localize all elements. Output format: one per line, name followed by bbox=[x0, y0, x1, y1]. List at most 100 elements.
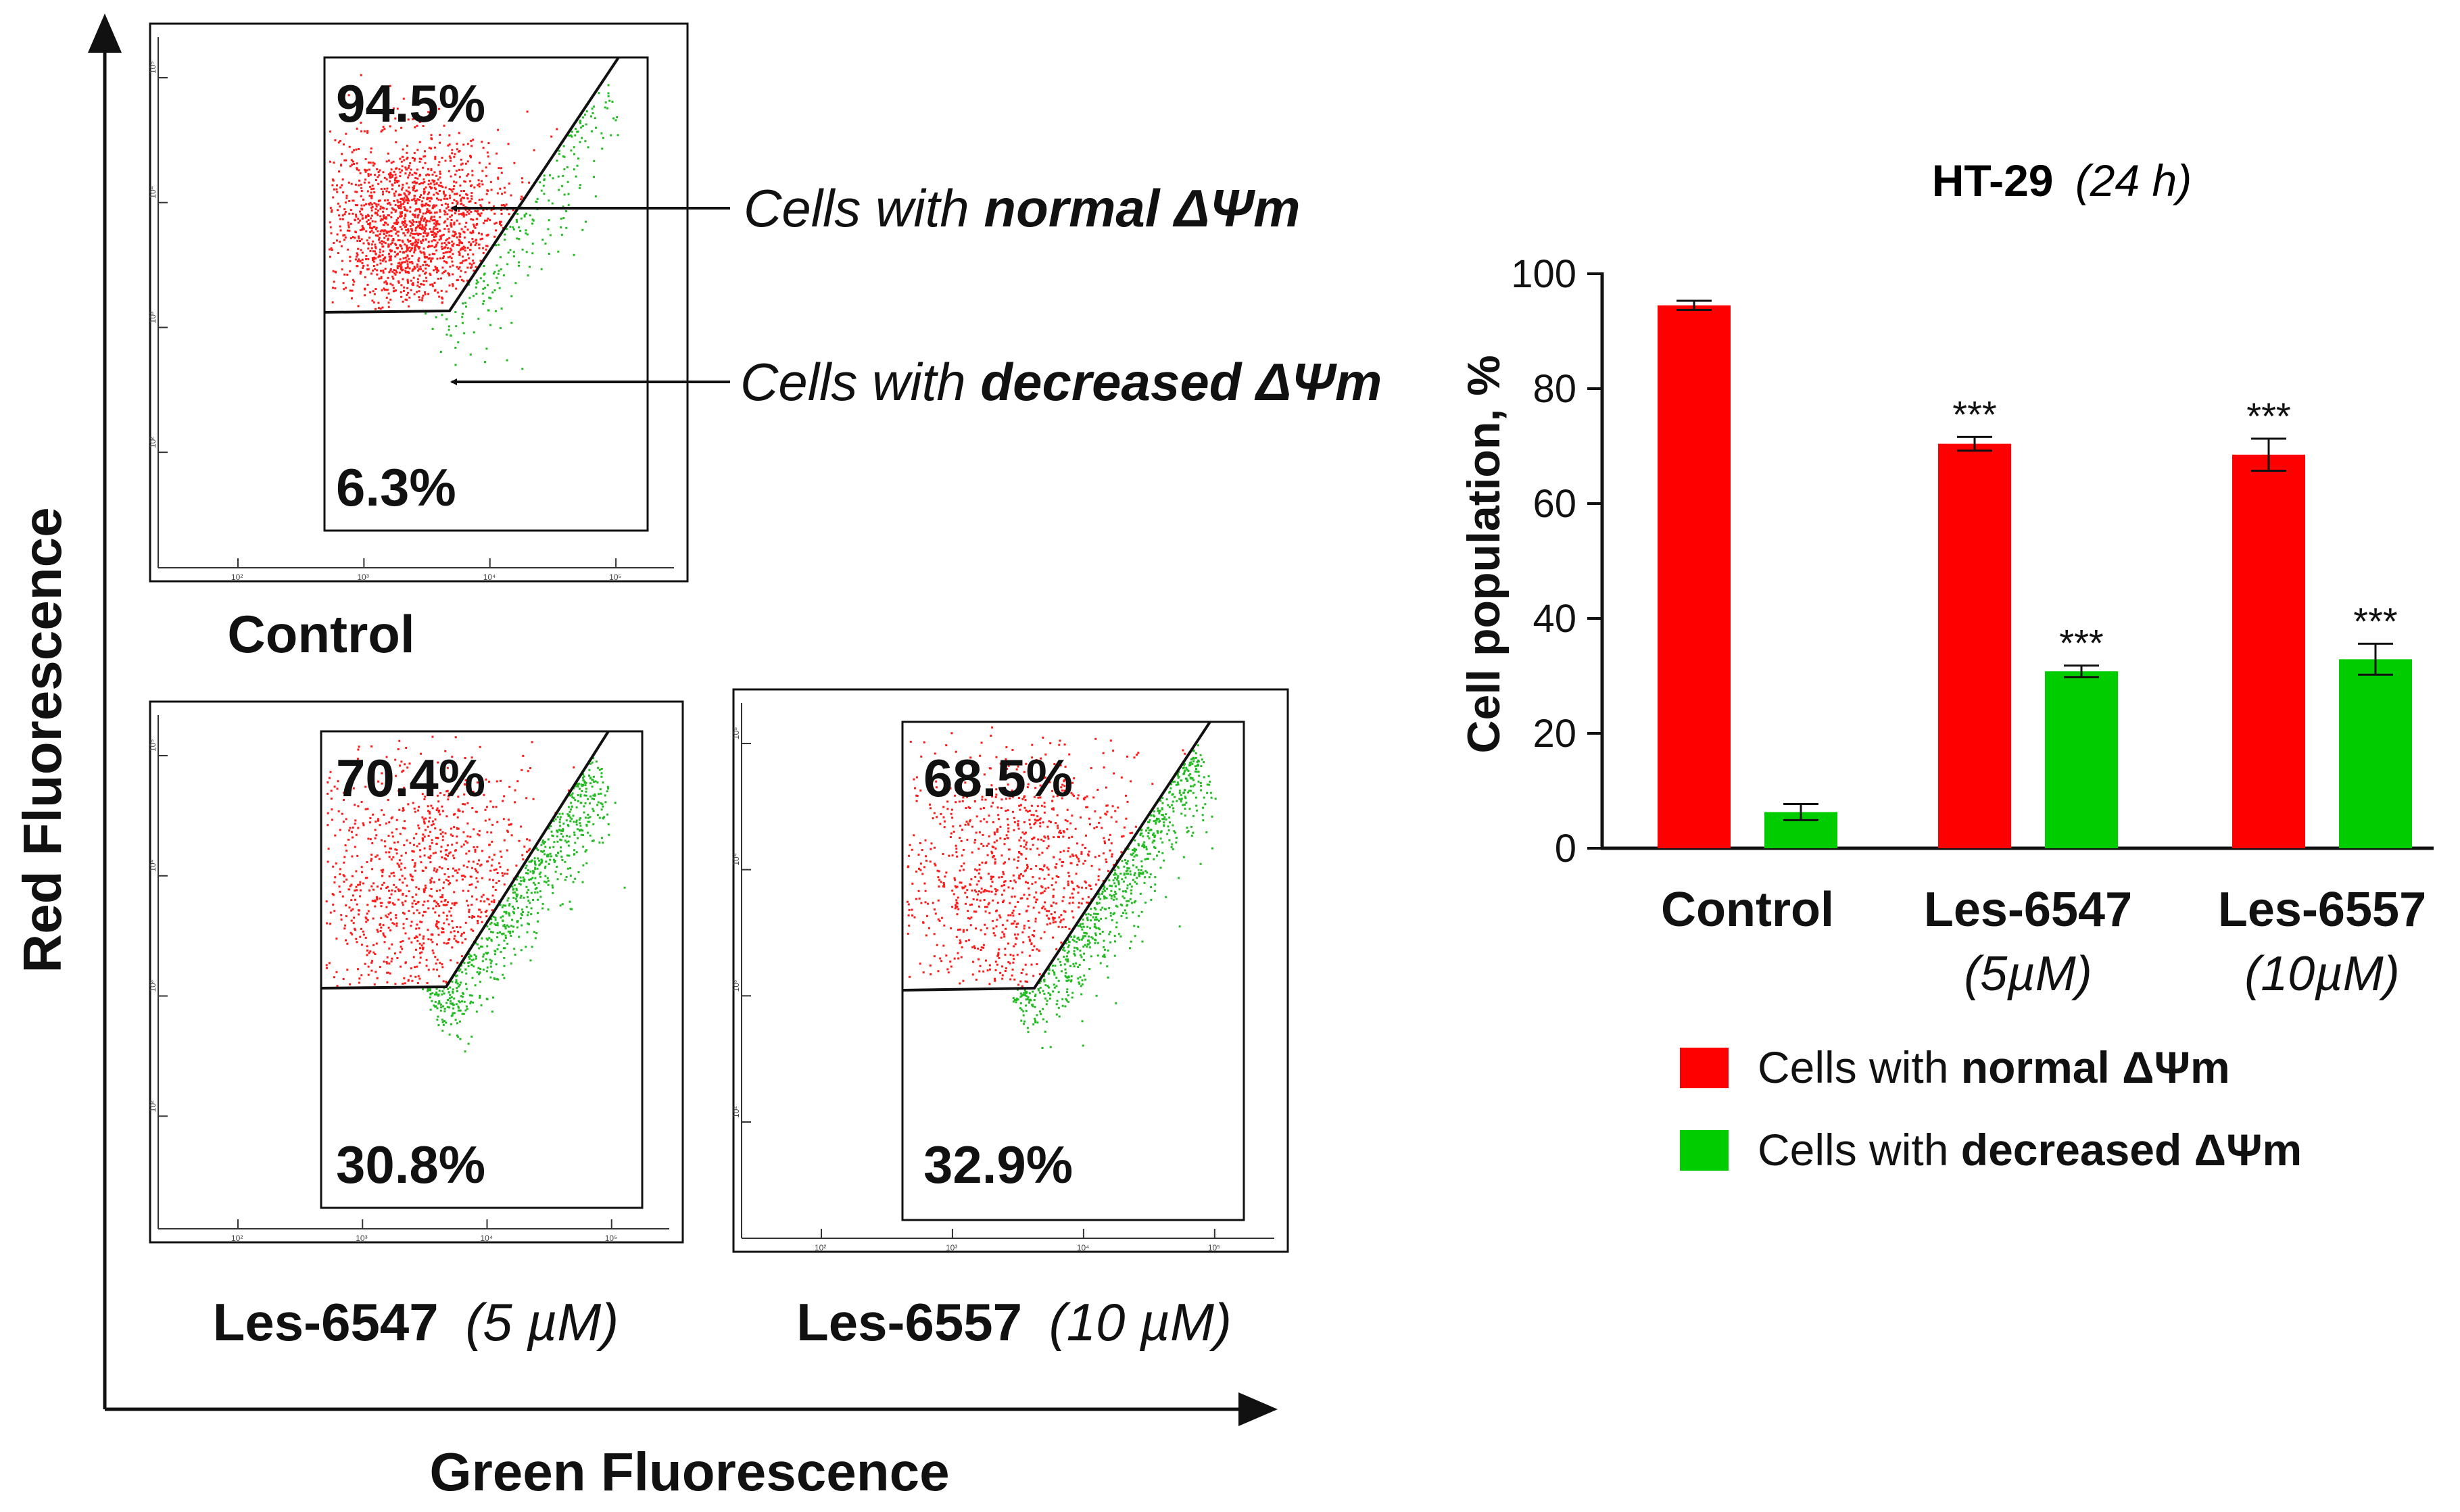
panel-frame bbox=[149, 22, 689, 583]
panel-x-tick-label: 10⁵ bbox=[609, 572, 621, 582]
panel-x-tick-label: 10⁴ bbox=[480, 1234, 493, 1243]
x-axis-title: Green Fluorescence bbox=[429, 1442, 949, 1502]
panel-x-tick-label: 10³ bbox=[357, 572, 368, 582]
bar bbox=[2339, 659, 2412, 848]
red-population-dots bbox=[329, 74, 558, 310]
panel-label-name: Les-6557 bbox=[796, 1292, 1022, 1352]
panel-label: Les-6547 (5 µM) bbox=[213, 1292, 619, 1352]
bar bbox=[1938, 443, 2011, 848]
y-tick-label: 0 bbox=[1555, 827, 1576, 871]
x-category-label: Control bbox=[1661, 883, 1834, 937]
panel-x-tick-label: 10³ bbox=[946, 1243, 957, 1252]
gate-box bbox=[901, 721, 1245, 1221]
bar-layer: 0 20 40 60 80 100 Control Les-6547 (5µM) *** *** Le… bbox=[1511, 252, 2434, 1001]
gate-line bbox=[320, 730, 610, 990]
bar-chart: HT-29 (24 h) Cell population, % 0 20 40 60 8… bbox=[1458, 155, 2434, 1175]
panel-label: Control bbox=[227, 604, 414, 664]
panel-y-tick-label: 10⁵ bbox=[148, 739, 158, 752]
panel-y-tick-label: 10³ bbox=[731, 980, 741, 992]
panel-label-conc: (10 µM) bbox=[1049, 1292, 1232, 1352]
panel-frame bbox=[732, 688, 1289, 1253]
legend-label: Cells with normal ΔΨm bbox=[1758, 1042, 2230, 1092]
chart-title-main: HT-29 bbox=[1932, 155, 2054, 205]
master-y-arrow-icon bbox=[88, 14, 122, 53]
panel-y-tick-label: 10⁵ bbox=[148, 62, 158, 74]
significance-label: *** bbox=[2353, 600, 2397, 642]
annotation-decreased-bold: decreased ΔΨm bbox=[980, 352, 1382, 412]
legend-label-prefix: Cells with bbox=[1758, 1125, 1961, 1175]
annotation-normal-prefix: Cells with bbox=[744, 178, 984, 238]
panel-y-tick-label: 10³ bbox=[148, 980, 158, 992]
master-x-arrow-icon bbox=[1238, 1392, 1278, 1426]
green-population-dots bbox=[1012, 744, 1217, 1049]
y-axis-title: Red Fluorescence bbox=[12, 507, 72, 973]
x-category-sublabel: (5µM) bbox=[1964, 947, 2092, 1001]
chart-title-sub: (24 h) bbox=[2075, 155, 2192, 205]
y-tick-label: 60 bbox=[1533, 482, 1576, 526]
y-tick-label: 40 bbox=[1533, 597, 1576, 641]
panel-x-tick-label: 10⁵ bbox=[1208, 1243, 1220, 1252]
bar bbox=[2045, 671, 2118, 848]
panel-y-tick-label: 10⁵ bbox=[731, 727, 741, 739]
panel-x-tick-label: 10² bbox=[231, 572, 243, 582]
legend-swatch bbox=[1680, 1130, 1729, 1171]
panel-y-tick-label: 10³ bbox=[148, 312, 158, 323]
upper-percent: 70.4% bbox=[336, 748, 485, 808]
gate-box bbox=[320, 730, 644, 1209]
bar bbox=[1658, 305, 1731, 848]
gate-line bbox=[902, 721, 1211, 992]
annotation-normal-bold: normal ΔΨm bbox=[984, 178, 1300, 238]
lower-percent: 6.3% bbox=[336, 458, 456, 517]
scatter-dots bbox=[325, 735, 626, 1053]
panel-y-tick-label: 10⁴ bbox=[731, 853, 741, 866]
panel-x-tick-label: 10⁴ bbox=[483, 572, 496, 582]
panel-x-tick-label: 10² bbox=[231, 1234, 243, 1243]
legend-label: Cells with decreased ΔΨm bbox=[1758, 1125, 2302, 1175]
annotation-normal: Cells with normal ΔΨm bbox=[744, 178, 1301, 238]
x-category-label: Les-6557 bbox=[2218, 883, 2426, 937]
significance-label: *** bbox=[2059, 622, 2103, 664]
panel-les-6557: 68.5% 32.9% Les-6557 (10 µM) 10² 10⁵ 10³ 10… bbox=[731, 688, 1289, 1352]
panel-x-tick-label: 10⁵ bbox=[605, 1234, 617, 1243]
red-population-dots bbox=[907, 726, 1186, 987]
panel-y-tick-label: 10² bbox=[148, 437, 158, 448]
gate-box bbox=[323, 56, 649, 532]
scatter-dots bbox=[329, 74, 619, 370]
legend-label-prefix: Cells with bbox=[1758, 1042, 1961, 1092]
panel-y-tick-label: 10⁴ bbox=[148, 859, 158, 872]
x-category-label: Les-6547 bbox=[1924, 883, 2132, 937]
chart-title: HT-29 (24 h) bbox=[1932, 155, 2192, 205]
panel-label-name: Les-6547 bbox=[213, 1292, 439, 1352]
significance-label: *** bbox=[2246, 395, 2290, 437]
panel-label-name: Control bbox=[227, 604, 414, 664]
gate-line bbox=[324, 56, 620, 314]
bar bbox=[2232, 454, 2305, 848]
panel-x-tick-label: 10³ bbox=[356, 1234, 367, 1243]
lower-percent: 30.8% bbox=[336, 1135, 485, 1194]
upper-percent: 68.5% bbox=[923, 748, 1073, 808]
panel-y-tick-label: 10² bbox=[731, 1106, 741, 1118]
green-population-dots bbox=[422, 757, 626, 1053]
legend-swatch bbox=[1680, 1048, 1729, 1088]
panel-control: 94.5% 6.3% Control 10² 10⁵ 10³ 10⁴ 10⁴ 10³ 10⁵… bbox=[148, 22, 689, 664]
panel-les-6547: 70.4% 30.8% Les-6547 (5 µM) 10² 10⁵ 10³ 10⁴… bbox=[148, 700, 684, 1352]
panel-x-tick-label: 10² bbox=[815, 1243, 826, 1252]
panel-y-tick-label: 10² bbox=[148, 1100, 158, 1112]
panel-label-conc: (5 µM) bbox=[465, 1292, 619, 1352]
panel-label: Les-6557 (10 µM) bbox=[796, 1292, 1232, 1352]
legend-label-bold: decreased ΔΨm bbox=[1961, 1125, 2302, 1175]
y-tick-label: 20 bbox=[1533, 712, 1576, 756]
y-tick-label: 80 bbox=[1533, 367, 1576, 411]
y-tick-label: 100 bbox=[1511, 252, 1576, 296]
legend-label-bold: normal ΔΨm bbox=[1961, 1042, 2230, 1092]
x-category-sublabel: (10µM) bbox=[2244, 947, 2400, 1001]
chart-y-label: Cell population, % bbox=[1458, 355, 1510, 753]
scatter-dots bbox=[907, 726, 1217, 1049]
panel-x-tick-label: 10⁴ bbox=[1077, 1243, 1090, 1252]
lower-percent: 32.9% bbox=[923, 1135, 1073, 1194]
panel-y-tick-label: 10⁴ bbox=[148, 186, 158, 199]
annotation-decreased: Cells with decreased ΔΨm bbox=[740, 352, 1382, 412]
upper-percent: 94.5% bbox=[336, 74, 485, 133]
